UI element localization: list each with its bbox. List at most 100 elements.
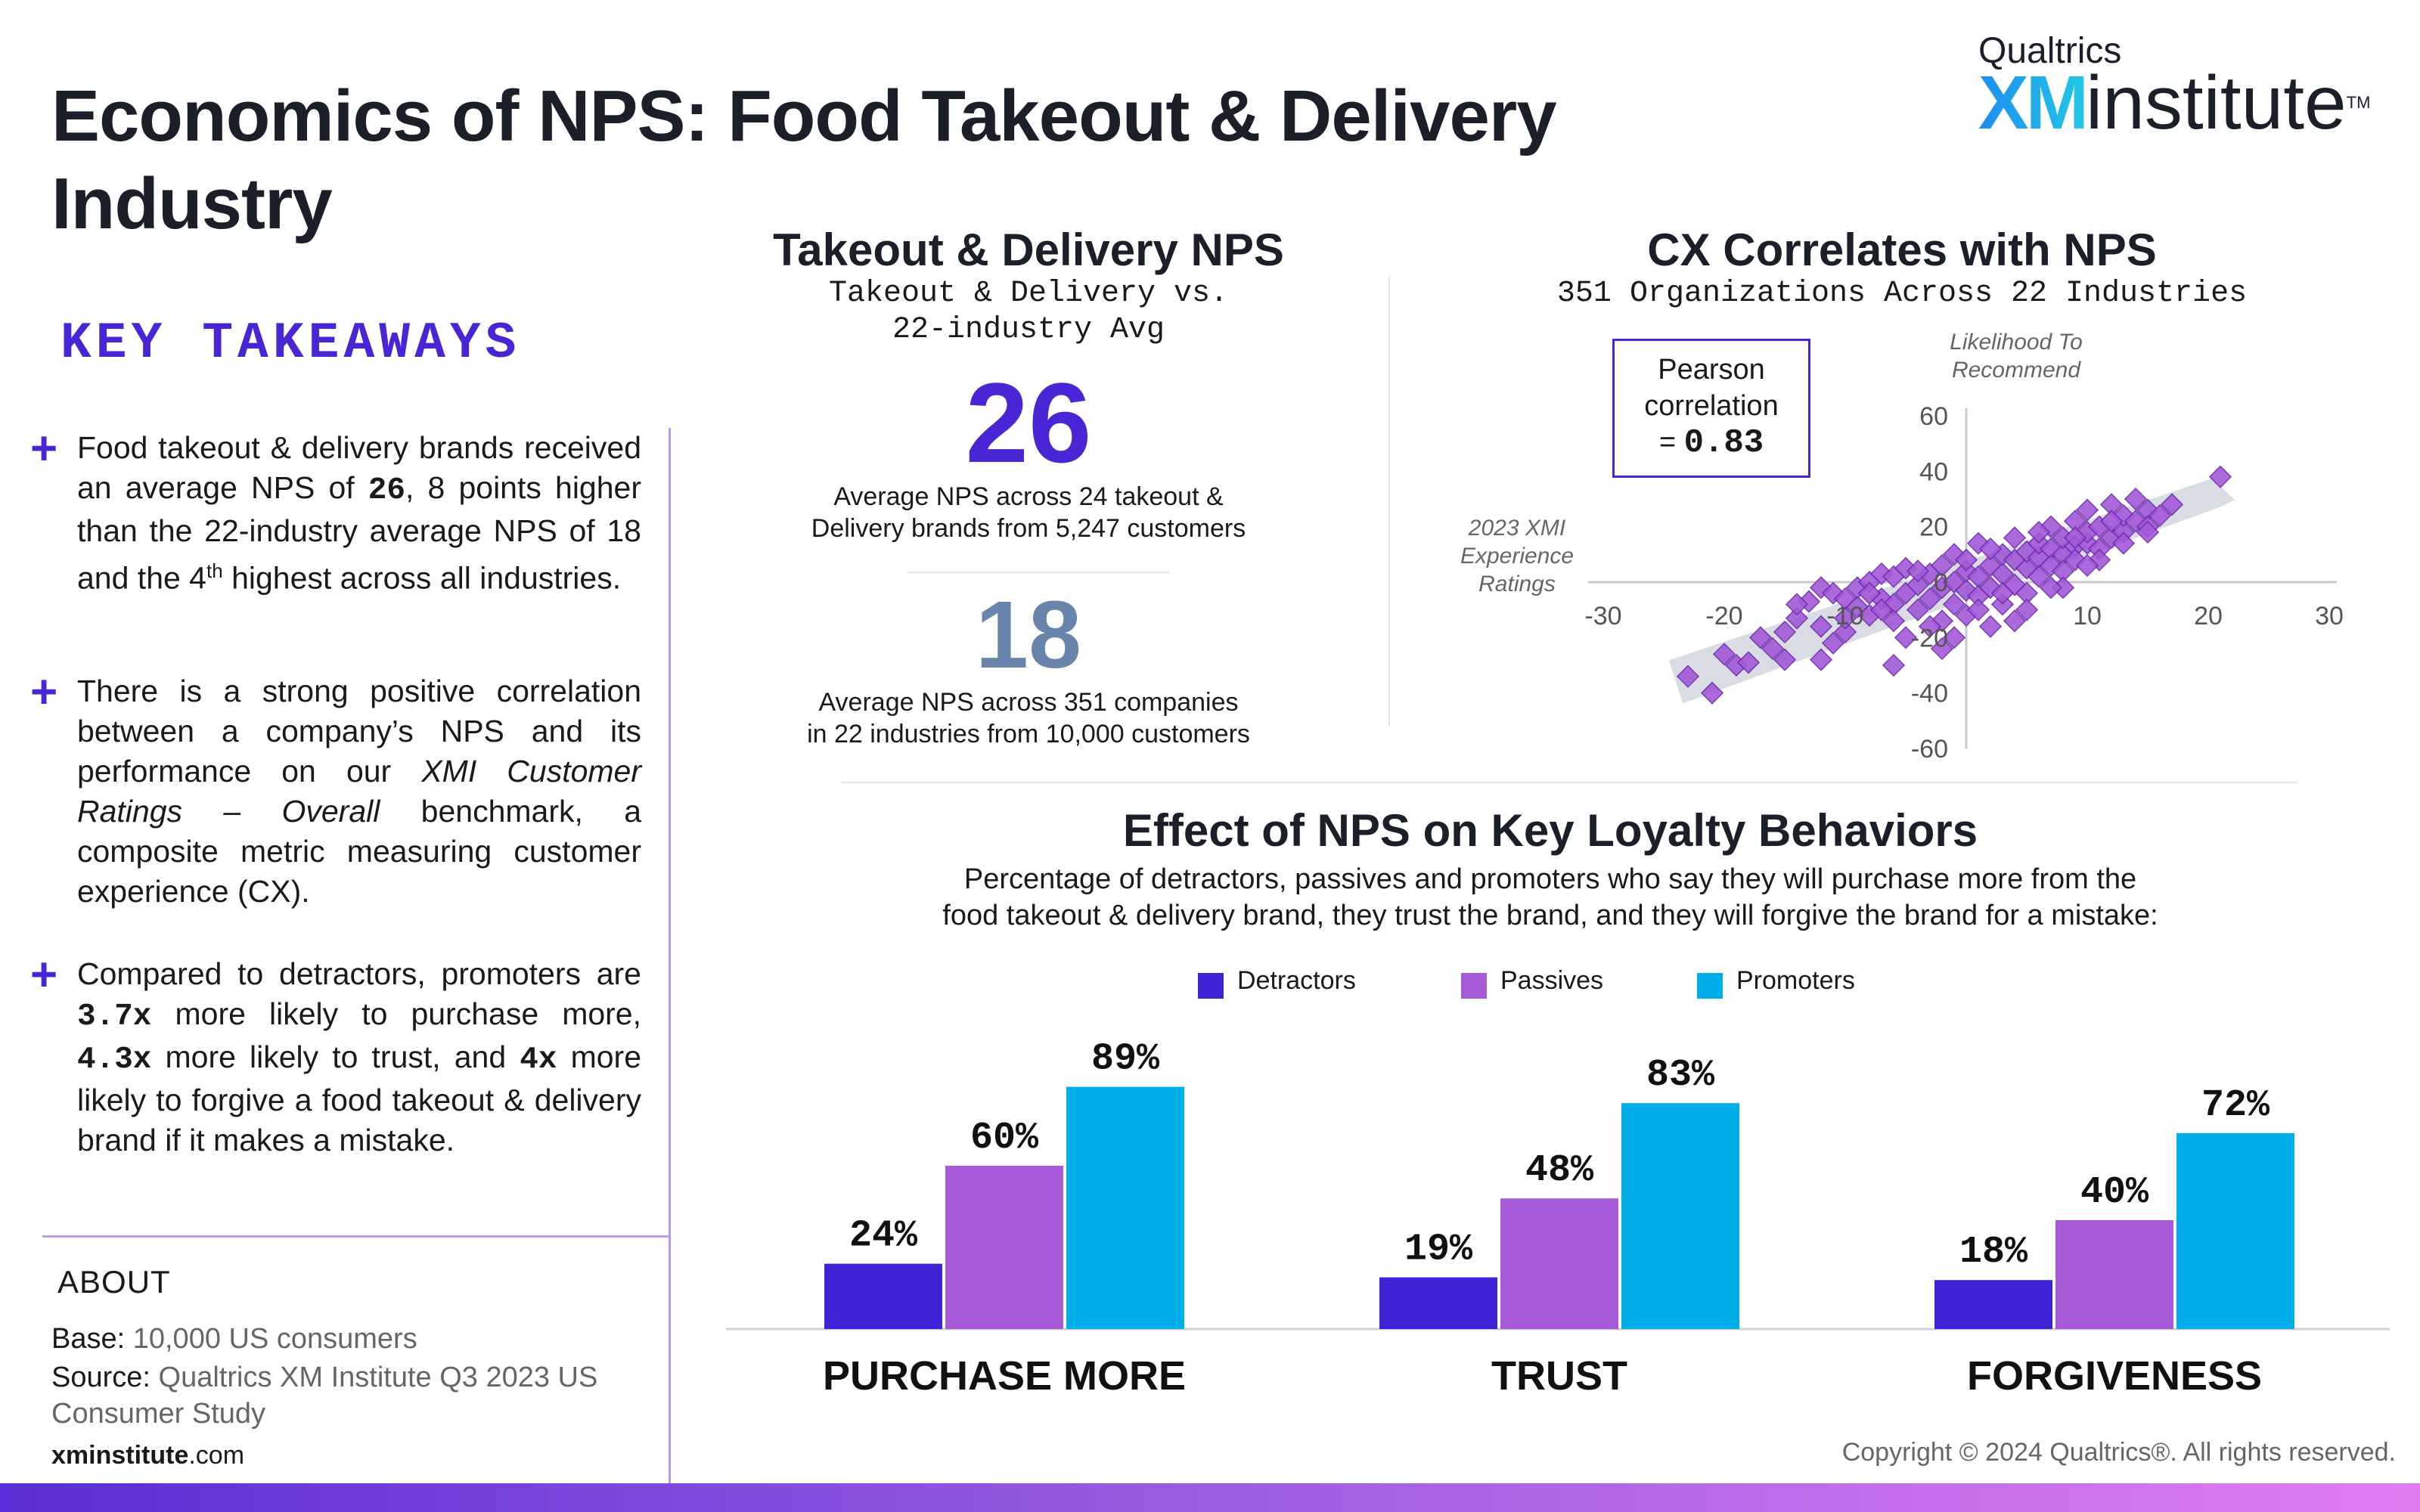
bar-value-label: 89%	[1091, 1038, 1160, 1081]
logo-tm: TM	[2346, 93, 2371, 112]
legend-detractors: Detractors	[1198, 966, 1356, 999]
scatter-point	[1966, 598, 1990, 621]
passives-swatch	[1461, 972, 1487, 999]
xm-institute-logo: XMinstituteTM	[1978, 65, 2370, 141]
page-title: Economics of NPS: Food Takeout & Deliver…	[51, 76, 1557, 244]
scatter-point	[2124, 487, 2148, 511]
scatter-point	[2136, 520, 2160, 544]
scatter-point	[1748, 626, 1773, 649]
nps-panel-subtitle-2: 22-industry Avg	[892, 313, 1165, 347]
industry-nps-desc: Average NPS across 24 takeout & Delivery …	[811, 482, 1246, 543]
takeaway-1-text: Food takeout & delivery brands received …	[77, 430, 641, 596]
scatter-point	[2003, 526, 2027, 550]
average-nps-desc: Average NPS across 351 companies in 22 in…	[807, 688, 1250, 748]
scatter-point	[1833, 620, 1857, 644]
bar-category-label: TRUST	[1491, 1353, 1627, 1399]
scatter-point	[1882, 609, 1906, 633]
legend-promoters: Promoters	[1697, 966, 1855, 999]
section-divider	[841, 782, 2297, 783]
scatter-header: CX Correlates with NPS 351 Organizations…	[1437, 224, 2367, 312]
scatter-title: CX Correlates with NPS	[1647, 225, 2157, 275]
scatter-point	[2027, 565, 2051, 588]
scatter-point	[1712, 643, 1736, 666]
bar-category-label: FORGIVENESS	[1967, 1353, 2262, 1399]
scatter-point	[1930, 637, 1954, 661]
qualtrics-wordmark: Qualtrics	[1978, 31, 2122, 71]
bar-promoters	[1066, 1086, 1184, 1329]
bar-detractors	[1379, 1277, 1497, 1329]
bar-chart: 24% 60% 89% PURCHASE MORE 19% 48% 83% TRUST 18% 4…	[726, 1038, 2390, 1399]
logo-xm: XM	[1978, 60, 2089, 145]
scatter-point	[2099, 510, 2124, 533]
scatter-point	[1821, 631, 1845, 655]
bar-category-label: PURCHASE MORE	[823, 1353, 1186, 1399]
site-link[interactable]: xminstitute.com	[51, 1441, 245, 1470]
scatter-point	[1954, 548, 1978, 572]
panel-divider	[1388, 277, 1390, 726]
scatter-point	[1869, 598, 1894, 621]
scatter-point	[1773, 620, 1797, 644]
scatter-point	[1978, 537, 2003, 561]
bar-value-label: 72%	[2201, 1084, 2270, 1127]
promoters-swatch	[1697, 972, 1723, 999]
takeaway-1: + Food takeout & delivery brands receive…	[30, 423, 641, 599]
scatter-point	[1857, 581, 1882, 605]
scatter-point	[1918, 615, 1942, 638]
scatter-y-axis-title: Likelihood To Recommend	[1950, 330, 2083, 383]
about-source: Source: Qualtrics XM Institute Q3 2023 U…	[51, 1362, 598, 1430]
scatter-point	[1785, 606, 1809, 630]
scatter-point	[2015, 598, 2039, 621]
scatter-point	[2027, 520, 2051, 544]
bar-passives	[2055, 1220, 2173, 1329]
scatter-point	[2160, 493, 2184, 516]
scatter-point	[2075, 553, 2099, 578]
scatter-subtitle: 351 Organizations Across 22 Industries	[1556, 277, 2248, 311]
scatter-x-tick: -10	[1826, 602, 1863, 631]
scatter-point	[2039, 576, 2063, 600]
scatter-point	[2148, 503, 2172, 528]
logo-institute: institute	[2086, 60, 2347, 145]
bar-value-label: 40%	[2080, 1171, 2149, 1214]
scatter-point	[2111, 531, 2136, 555]
bar-value-label: 83%	[1646, 1054, 1715, 1097]
bar-value-label: 48%	[1525, 1149, 1594, 1192]
scatter-x-tick: 20	[2194, 602, 2223, 631]
scatter-point	[1990, 581, 2015, 605]
bar-value-label: 18%	[1959, 1231, 2028, 1274]
scatter-point	[1773, 648, 1797, 671]
scatter-point	[1809, 648, 1833, 671]
scatter-y-tick: -60	[1911, 735, 1948, 764]
scatter-y-tick: 0	[1934, 569, 1948, 597]
about-heading: ABOUT	[57, 1264, 171, 1300]
bar-passives	[1500, 1198, 1618, 1329]
takeaway-3-text: Compared to detractors, promoters are 3.…	[77, 956, 641, 1157]
scatter-point	[2063, 526, 2087, 550]
nps-separator	[908, 572, 1169, 573]
takeaway-2-text: There is a strong positive correlation b…	[77, 674, 642, 909]
bottom-gradient-bar	[0, 1483, 2420, 1512]
scatter-point	[1700, 681, 1724, 705]
scatter-x-tick: 30	[2315, 602, 2344, 631]
plus-icon: +	[30, 423, 58, 475]
scatter-point	[1809, 615, 1833, 638]
takeaway-3: + Compared to detractors, promoters are …	[30, 949, 641, 1160]
scatter-point	[1930, 553, 1954, 578]
scatter-x-tick: -20	[1705, 602, 1742, 631]
scatter-point	[1906, 559, 1930, 583]
scatter-point	[1882, 653, 1906, 677]
about-divider	[42, 1235, 670, 1238]
scatter-point	[2003, 609, 2027, 633]
scatter-y-tick: 60	[1919, 402, 1948, 431]
scatter-y-tick: 20	[1919, 513, 1948, 542]
scatter-point	[1736, 651, 1761, 674]
legend-passives: Passives	[1461, 966, 1603, 999]
takeaway-2: + There is a strong positive correlation…	[30, 666, 642, 912]
scatter-point	[1978, 615, 2003, 638]
bar-promoters	[1621, 1103, 1739, 1329]
bar-passives	[945, 1166, 1063, 1329]
scatter-point	[2208, 465, 2232, 488]
bar-chart-header: Effect of NPS on Key Loyalty Behaviors P…	[726, 804, 2375, 934]
plus-icon: +	[30, 666, 58, 718]
scatter-y-tick: -20	[1911, 624, 1948, 652]
scatter-point	[1942, 593, 1966, 616]
